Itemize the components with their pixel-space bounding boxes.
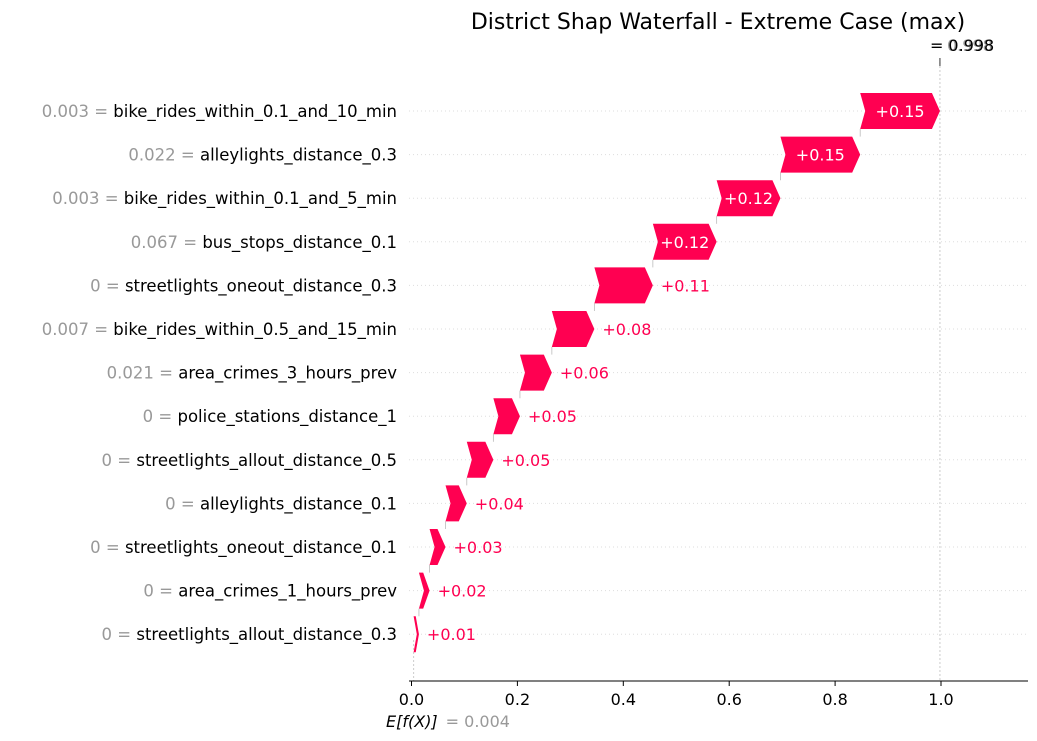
x-tick-label: 0.8 bbox=[822, 690, 847, 709]
feature-value: 0 = bbox=[102, 625, 137, 644]
feature-name: streetlights_oneout_distance_0.3 bbox=[125, 276, 397, 296]
shap-value-label: +0.15 bbox=[876, 102, 925, 121]
shap-value-label: +0.12 bbox=[724, 189, 773, 208]
shap-bar bbox=[429, 529, 446, 565]
feature-name: police_stations_distance_1 bbox=[177, 407, 397, 427]
feature-name: bike_rides_within_0.1_and_5_min bbox=[124, 189, 397, 209]
feature-name: area_crimes_3_hours_prev bbox=[178, 364, 397, 384]
feature-label: 0.067 = bus_stops_distance_0.1 bbox=[131, 233, 397, 253]
row-gridlines bbox=[409, 62, 1028, 681]
feature-label: 0.007 = bike_rides_within_0.5_and_15_min bbox=[42, 320, 397, 340]
feature-value: 0.021 = bbox=[107, 364, 179, 383]
feature-label: 0 = streetlights_oneout_distance_0.1 bbox=[90, 538, 397, 558]
feature-value: 0 = bbox=[90, 538, 125, 557]
x-tick-label: 0.4 bbox=[611, 690, 636, 709]
feature-value: 0 = bbox=[143, 407, 178, 426]
shap-bar bbox=[652, 223, 717, 260]
base-value-name: E[f(X)] bbox=[386, 712, 438, 731]
fx-label: = 0.998 bbox=[930, 36, 994, 55]
shap-bar bbox=[594, 267, 653, 304]
feature-name: bus_stops_distance_0.1 bbox=[202, 233, 397, 253]
feature-value: 0.007 = bbox=[42, 320, 114, 339]
feature-label: 0 = alleylights_distance_0.1 bbox=[165, 494, 397, 514]
feature-name: streetlights_allout_distance_0.5 bbox=[136, 451, 397, 471]
x-tick-label: 0.6 bbox=[716, 690, 741, 709]
feature-label: 0 = streetlights_oneout_distance_0.3 bbox=[90, 276, 397, 296]
feature-name: area_crimes_1_hours_prev bbox=[178, 582, 397, 602]
shap-value-label: +0.02 bbox=[438, 582, 487, 601]
shap-value-label: +0.12 bbox=[660, 233, 709, 252]
shap-value-label: +0.01 bbox=[427, 625, 476, 644]
feature-value: 0.003 = bbox=[52, 189, 124, 208]
shap-bar bbox=[519, 354, 552, 391]
base-value-label: E[f(X)] = 0.004 bbox=[386, 712, 510, 731]
shap-bar bbox=[860, 93, 940, 129]
shap-bar bbox=[493, 398, 520, 435]
x-axis: 0.998= 0.998 0.0 0.2 0.4 0.6 0.8 1.0 E[f(X)] = 0… bbox=[386, 36, 1028, 731]
feature-value: 0 = bbox=[165, 494, 200, 513]
shap-bar bbox=[413, 616, 419, 653]
feature-value: 0.003 = bbox=[42, 102, 114, 121]
shap-bars: +0.15 +0.15 +0.12 +0.12 +0.11 +0.08 +0.06 +0.05… bbox=[413, 93, 940, 653]
feature-label: 0.021 = area_crimes_3_hours_prev bbox=[107, 364, 398, 384]
feature-label: 0.003 = bike_rides_within_0.1_and_10_min bbox=[42, 102, 397, 122]
feature-value: 0 = bbox=[102, 451, 137, 470]
shap-value-label: +0.03 bbox=[454, 538, 503, 557]
feature-label: 0 = streetlights_allout_distance_0.3 bbox=[102, 625, 397, 645]
feature-name: alleylights_distance_0.1 bbox=[200, 494, 397, 514]
shap-value-label: +0.04 bbox=[475, 494, 524, 513]
feature-name: streetlights_oneout_distance_0.1 bbox=[125, 538, 397, 558]
shap-bar bbox=[466, 441, 494, 478]
shap-value-label: +0.11 bbox=[661, 276, 710, 295]
feature-label: 0 = area_crimes_1_hours_prev bbox=[143, 582, 397, 602]
shap-bar bbox=[780, 136, 861, 173]
shap-value-label: +0.05 bbox=[501, 451, 550, 470]
feature-value: 0 = bbox=[143, 582, 178, 601]
shap-bar bbox=[445, 485, 467, 522]
shap-bar bbox=[551, 311, 595, 347]
shap-value-label: +0.08 bbox=[602, 320, 651, 339]
feature-value: 0 = bbox=[90, 276, 125, 295]
shap-value-label: +0.15 bbox=[796, 146, 845, 165]
feature-label: 0 = police_stations_distance_1 bbox=[143, 407, 397, 427]
feature-labels: 0.003 = bike_rides_within_0.1_and_10_min… bbox=[42, 102, 398, 645]
feature-label: 0 = streetlights_allout_distance_0.5 bbox=[102, 451, 397, 471]
chart-title: District Shap Waterfall - Extreme Case (… bbox=[471, 10, 965, 35]
feature-name: streetlights_allout_distance_0.3 bbox=[136, 625, 397, 645]
shap-value-label: +0.06 bbox=[560, 364, 609, 383]
x-tick-label: 0.2 bbox=[505, 690, 530, 709]
shap-bar bbox=[716, 180, 781, 217]
shap-bar bbox=[418, 572, 430, 609]
fx-overlap-label: 0.998 bbox=[947, 36, 993, 55]
feature-value: 0.022 = bbox=[128, 146, 200, 165]
feature-name: alleylights_distance_0.3 bbox=[200, 146, 397, 166]
shap-value-label: +0.05 bbox=[528, 407, 577, 426]
feature-name: bike_rides_within_0.5_and_15_min bbox=[113, 320, 397, 340]
feature-label: 0.022 = alleylights_distance_0.3 bbox=[128, 146, 397, 166]
feature-value: 0.067 = bbox=[131, 233, 203, 252]
feature-label: 0.003 = bike_rides_within_0.1_and_5_min bbox=[52, 189, 397, 209]
feature-name: bike_rides_within_0.1_and_10_min bbox=[113, 102, 397, 122]
base-value: = 0.004 bbox=[446, 712, 510, 731]
x-tick-label: 0.0 bbox=[399, 690, 424, 709]
x-tick-label: 1.0 bbox=[928, 690, 953, 709]
